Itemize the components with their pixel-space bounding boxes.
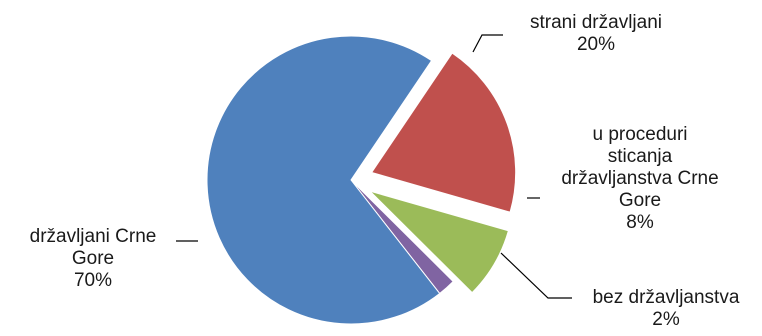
data-label-line: Gore — [619, 190, 661, 211]
data-label-2: u proceduri sticanja državljanstva Crne Gor… — [561, 124, 718, 233]
leader-line-1 — [472, 34, 503, 53]
data-label-0: državljani Crne Gore 70% — [30, 226, 157, 291]
data-label-value: 70% — [74, 270, 112, 291]
pie-slice-1 — [370, 52, 517, 213]
leader-line-3 — [500, 252, 572, 299]
data-label-line: Gore — [72, 248, 114, 269]
data-label-line: u proceduri — [592, 124, 687, 145]
data-label-line: sticanja — [608, 146, 673, 167]
data-label-line: bez državljanstva — [593, 287, 740, 308]
pie-slice-0 — [206, 35, 441, 325]
data-label-line: državljanstva Crne — [561, 168, 718, 189]
data-label-line: državljani Crne — [30, 226, 157, 247]
data-label-1: strani državljani 20% — [530, 12, 662, 55]
data-label-value: 20% — [577, 34, 615, 55]
data-label-3: bez državljanstva 2% — [593, 287, 740, 330]
pie-slice-2 — [369, 190, 510, 294]
data-label-line: strani državljani — [530, 12, 662, 33]
data-label-value: 8% — [626, 212, 654, 233]
data-label-value: 2% — [652, 309, 680, 330]
